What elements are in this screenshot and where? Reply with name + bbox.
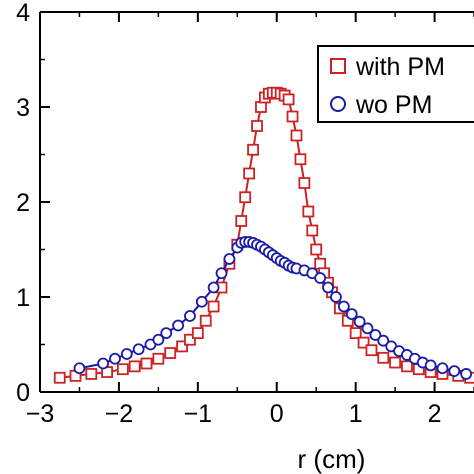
x-tick-label: −3: [26, 400, 55, 428]
data-point-wo-pm: [207, 281, 220, 294]
data-point-wo-pm: [330, 291, 342, 303]
data-point-with-pm: [401, 360, 413, 373]
axes: [39, 11, 474, 393]
data-point-with-pm: [314, 257, 327, 270]
data-point-wo-pm: [120, 348, 133, 360]
data-point-with-pm: [199, 314, 212, 327]
data-point-wo-pm: [172, 319, 185, 332]
data-point-with-pm: [235, 215, 248, 227]
x-tick-labels: −3 −2 −1 0 1 2: [26, 400, 442, 428]
plot-area: [53, 86, 474, 384]
y-tick-label: 3: [16, 94, 30, 122]
data-point-with-pm: [294, 153, 307, 166]
legend-marker-wo-pm: [330, 96, 346, 112]
series-line-with-pm: [59, 91, 471, 379]
legend-label-with-pm: with PM: [355, 53, 445, 81]
data-point-with-pm: [377, 351, 390, 364]
data-point-wo-pm: [448, 365, 461, 378]
x-tick-label: 0: [270, 400, 284, 428]
data-point-wo-pm: [377, 334, 390, 347]
data-point-with-pm: [306, 224, 319, 237]
data-point-with-pm: [116, 363, 129, 376]
data-point-wo-pm: [424, 359, 437, 372]
data-point-with-pm: [255, 101, 267, 113]
data-point-wo-pm: [322, 281, 334, 294]
data-point-wo-pm: [184, 310, 196, 322]
x-tick-label: 1: [349, 400, 363, 428]
data-point-with-pm: [207, 300, 220, 313]
data-point-with-pm: [389, 356, 402, 369]
data-point-with-pm: [184, 333, 196, 346]
y-tick-label: 2: [16, 189, 30, 217]
data-point-wo-pm: [314, 272, 327, 284]
data-point-with-pm: [140, 357, 153, 370]
data-point-wo-pm: [152, 333, 165, 346]
data-point-with-pm: [357, 336, 370, 349]
data-point-with-pm: [302, 205, 315, 218]
data-point-with-pm: [310, 243, 323, 256]
data-point-with-pm: [164, 347, 177, 359]
data-point-with-pm: [365, 344, 378, 357]
data-point-with-pm: [239, 191, 252, 204]
data-point-wo-pm: [353, 315, 366, 328]
legend-symbol-wo-pm: [330, 96, 346, 112]
legend-entry-wo-pm: wo PM: [330, 91, 432, 119]
legend-label-wo-pm: wo PM: [355, 91, 432, 119]
data-point-wo-pm: [73, 362, 86, 375]
data-point-wo-pm: [436, 362, 449, 375]
y-tick-label: 0: [16, 379, 30, 407]
data-point-wo-pm: [460, 368, 473, 380]
data-point-wo-pm: [160, 327, 173, 340]
data-point-with-pm: [298, 177, 311, 189]
data-point-wo-pm: [215, 267, 228, 280]
data-point-with-pm: [85, 368, 98, 380]
data-point-with-pm: [282, 93, 295, 106]
data-point-with-pm: [247, 143, 259, 156]
data-point-with-pm: [251, 120, 263, 132]
legend: with PM wo PM: [317, 45, 474, 123]
data-point-with-pm: [176, 340, 188, 353]
x-tick-label: 2: [428, 400, 442, 428]
data-point-wo-pm: [109, 352, 121, 365]
data-point-wo-pm: [369, 329, 382, 341]
data-point-with-pm: [152, 352, 165, 365]
x-tick-label: −2: [105, 400, 134, 428]
data-point-with-pm: [128, 360, 141, 373]
legend-symbol-with-pm: [330, 58, 346, 74]
data-point-wo-pm: [195, 295, 208, 308]
data-point-with-pm: [243, 167, 256, 180]
data-point-with-pm: [290, 129, 303, 142]
data-point-wo-pm: [337, 300, 350, 313]
data-point-wo-pm: [361, 322, 374, 335]
data-point-with-pm: [191, 327, 204, 340]
x-axis-label: r (cm): [298, 444, 366, 474]
x-tick-label: −1: [184, 400, 213, 428]
data-point-with-pm: [286, 110, 299, 123]
data-point-with-pm: [349, 327, 362, 340]
data-point-wo-pm: [97, 357, 110, 370]
legend-marker-with-pm: [330, 58, 346, 74]
legend-entry-with-pm: with PM: [330, 53, 445, 81]
data-point-with-pm: [53, 371, 66, 384]
y-tick-labels: 0 1 2 3 4: [16, 0, 30, 407]
y-tick-label: 1: [16, 284, 30, 312]
data-point-wo-pm: [223, 253, 236, 265]
data-point-wo-pm: [345, 308, 358, 321]
data-point-wo-pm: [132, 343, 145, 356]
y-tick-label: 4: [16, 0, 30, 27]
